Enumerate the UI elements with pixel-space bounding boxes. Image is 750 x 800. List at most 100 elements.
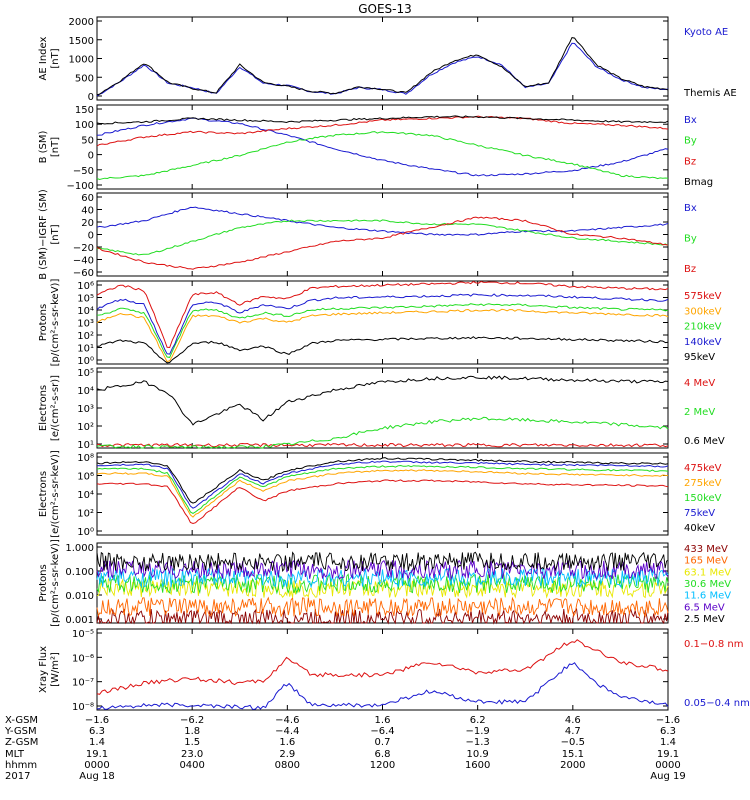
x-axis-value: 0.7 <box>375 737 391 748</box>
legend-entry: 475keV <box>684 463 722 474</box>
series-bz <box>96 216 669 270</box>
y-axis-label: [e/(cm²-s-sr-keV)] <box>50 450 61 538</box>
x-axis-value: 19.1 <box>86 749 108 760</box>
legend-entry: 95keV <box>684 352 715 363</box>
y-axis-label: [p/(cm²-s-sr-keV)] <box>50 539 61 627</box>
x-axis-value: −1.9 <box>466 726 490 737</box>
x-axis-row-label: X-GSM <box>5 715 38 726</box>
series-475kev <box>96 479 669 525</box>
legend-entry: 2.5 MeV <box>684 614 725 625</box>
x-axis-value: Aug 18 <box>79 771 114 782</box>
panel-frame <box>96 367 669 449</box>
y-axis-label: [p/(cm²-s-sr-keV)] <box>50 279 61 367</box>
y-axis-label: [nT] <box>50 137 61 157</box>
x-axis-value: −1.3 <box>466 737 490 748</box>
series-275kev <box>96 469 669 518</box>
y-tick-label: 1.000 <box>65 543 94 554</box>
y-tick-label: 10³ <box>77 404 94 415</box>
panel-bsm: 150 100 50 0 −50 −100 B (SM) [nT] Bx By Bz Bmag <box>38 104 713 192</box>
panel-electrons_mev: 10⁵ 10⁴ 10³ 10² 10¹ Electrons [e/(cm²-s-sr)] 4 … <box>38 367 725 451</box>
x-axis-value: 6.3 <box>89 726 105 737</box>
x-axis-value: −6.2 <box>180 715 204 726</box>
x-axis-value: 1.8 <box>184 726 200 737</box>
x-axis-value: 1.4 <box>89 737 105 748</box>
y-tick-label: 10⁰ <box>77 356 94 367</box>
x-axis-value: 1.5 <box>184 737 200 748</box>
legend-entry: By <box>684 234 697 245</box>
x-axis-value: 1.6 <box>375 715 391 726</box>
y-axis-label: [nT] <box>50 224 61 244</box>
series-0-05-0-4-nm <box>96 662 669 711</box>
x-axis-row-label: MLT <box>5 749 25 760</box>
y-tick-label: 40 <box>81 206 94 217</box>
x-axis-value: 1.6 <box>279 737 295 748</box>
x-axis-value: 2.9 <box>279 749 295 760</box>
x-axis-value: 6.2 <box>470 715 486 726</box>
x-axis-row-label: hhmm <box>5 760 37 771</box>
legend-entry: Bz <box>684 156 696 167</box>
y-tick-label: 10² <box>77 509 94 520</box>
y-tick-label: 10² <box>77 422 94 433</box>
y-tick-label: −20 <box>73 243 94 254</box>
chart-title: GOES-13 <box>358 2 412 16</box>
y-tick-label: 10⁻⁶ <box>72 653 94 664</box>
series-0-6-mev <box>96 375 669 426</box>
y-axis-label: [W/m²] <box>50 652 61 687</box>
series-themis-ae <box>96 37 669 96</box>
series-433-mev <box>96 608 669 625</box>
legend-entry: 11.6 MeV <box>684 591 731 602</box>
legend-entry: 150keV <box>684 493 722 504</box>
series-150kev <box>96 464 669 514</box>
x-axis-table: X-GSMY-GSMZ-GSMMLThhmm2017−1.66.31.419.1… <box>4 715 686 782</box>
y-axis-label: Electrons <box>38 385 49 431</box>
y-tick-label: 0 <box>88 151 94 162</box>
y-tick-label: 10⁻⁸ <box>72 702 94 713</box>
y-tick-label: 60 <box>81 193 94 204</box>
y-tick-label: 10⁰ <box>77 527 94 538</box>
y-tick-label: 150 <box>75 105 94 116</box>
y-tick-label: 10⁴ <box>77 306 94 317</box>
y-tick-label: −100 <box>67 181 94 192</box>
panel-protons_mev: 1.000 0.100 0.010 0.001 Protons [p/(cm²-s-sr-… <box>38 539 731 627</box>
y-tick-label: 20 <box>81 218 94 229</box>
legend-entry: 300keV <box>684 306 722 317</box>
x-axis-value: −1.6 <box>85 715 109 726</box>
series-11-6-mev <box>96 567 669 589</box>
x-axis-row-label: 2017 <box>5 771 30 782</box>
legend-entry: 0.1−0.8 nm <box>684 639 743 650</box>
series-6-5-mev <box>96 559 669 581</box>
legend-entry: Bmag <box>684 177 713 188</box>
x-axis-value: 2000 <box>560 760 585 771</box>
y-axis-label: Xray Flux <box>38 646 49 693</box>
x-axis-value: −1.6 <box>656 715 680 726</box>
y-tick-label: 500 <box>75 73 94 84</box>
y-axis-label: Electrons <box>38 471 49 517</box>
y-tick-label: 10¹ <box>77 344 94 355</box>
legend-entry: Bx <box>684 115 697 126</box>
x-axis-value: 15.1 <box>562 749 584 760</box>
legend-entry: 6.5 MeV <box>684 602 725 613</box>
y-tick-label: 100 <box>75 120 94 131</box>
x-axis-value: 0800 <box>275 760 300 771</box>
y-tick-label: 10⁵ <box>77 368 94 379</box>
x-axis-value: 23.0 <box>181 749 203 760</box>
legend-entry: 0.05−0.4 nm <box>684 698 750 709</box>
x-axis-value: 1200 <box>370 760 395 771</box>
legend-entry: 575keV <box>684 291 722 302</box>
y-tick-label: 2000 <box>69 17 94 28</box>
series-30-6-mev <box>96 573 669 595</box>
y-tick-label: −60 <box>73 268 94 279</box>
x-axis-value: −6.4 <box>370 726 394 737</box>
legend-entry: Bx <box>684 203 697 214</box>
x-axis-value: 4.6 <box>565 715 581 726</box>
y-tick-label: 10³ <box>77 319 94 330</box>
x-axis-value: −0.5 <box>561 737 585 748</box>
legend-entry: 63.1 MeV <box>684 567 731 578</box>
x-axis-value: −4.4 <box>275 726 299 737</box>
legend-entry: 30.6 MeV <box>684 579 731 590</box>
legend-entry: 210keV <box>684 322 722 333</box>
x-axis-row-label: Y-GSM <box>4 726 37 737</box>
legend-entry: 2 MeV <box>684 407 715 418</box>
y-axis-label: AE Index <box>38 36 49 80</box>
y-tick-label: 0.010 <box>65 591 94 602</box>
